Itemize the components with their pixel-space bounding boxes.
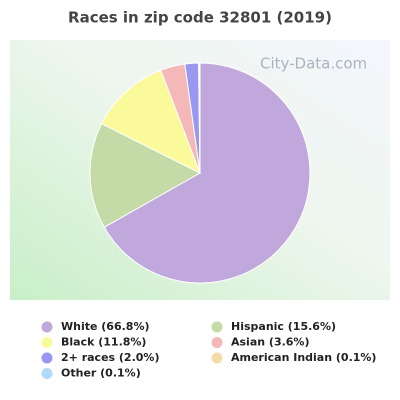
legend-swatch bbox=[211, 337, 223, 348]
legend-label: Black (11.8%) bbox=[61, 336, 146, 349]
legend-swatch bbox=[211, 352, 223, 364]
legend-swatch bbox=[41, 337, 53, 348]
legend-label: White (66.8%) bbox=[61, 320, 150, 333]
legend-label: Other (0.1%) bbox=[61, 367, 141, 380]
legend-label: Asian (3.6%) bbox=[231, 336, 309, 349]
pie-slice bbox=[103, 62, 311, 284]
legend-label: American Indian (0.1%) bbox=[231, 351, 376, 364]
chart-title: Races in zip code 32801 (2019) bbox=[68, 9, 332, 27]
legend-label: 2+ races (2.0%) bbox=[61, 351, 159, 364]
pie-slice bbox=[198, 62, 201, 174]
legend-swatch bbox=[41, 368, 53, 379]
watermark: City-Data.com bbox=[260, 55, 367, 73]
legend-label: Hispanic (15.6%) bbox=[231, 320, 336, 333]
pie-slice bbox=[89, 123, 202, 228]
legend-swatch bbox=[211, 321, 223, 333]
legend-swatch bbox=[41, 352, 53, 364]
pie-slice bbox=[101, 69, 201, 175]
legend-swatch bbox=[41, 321, 53, 333]
